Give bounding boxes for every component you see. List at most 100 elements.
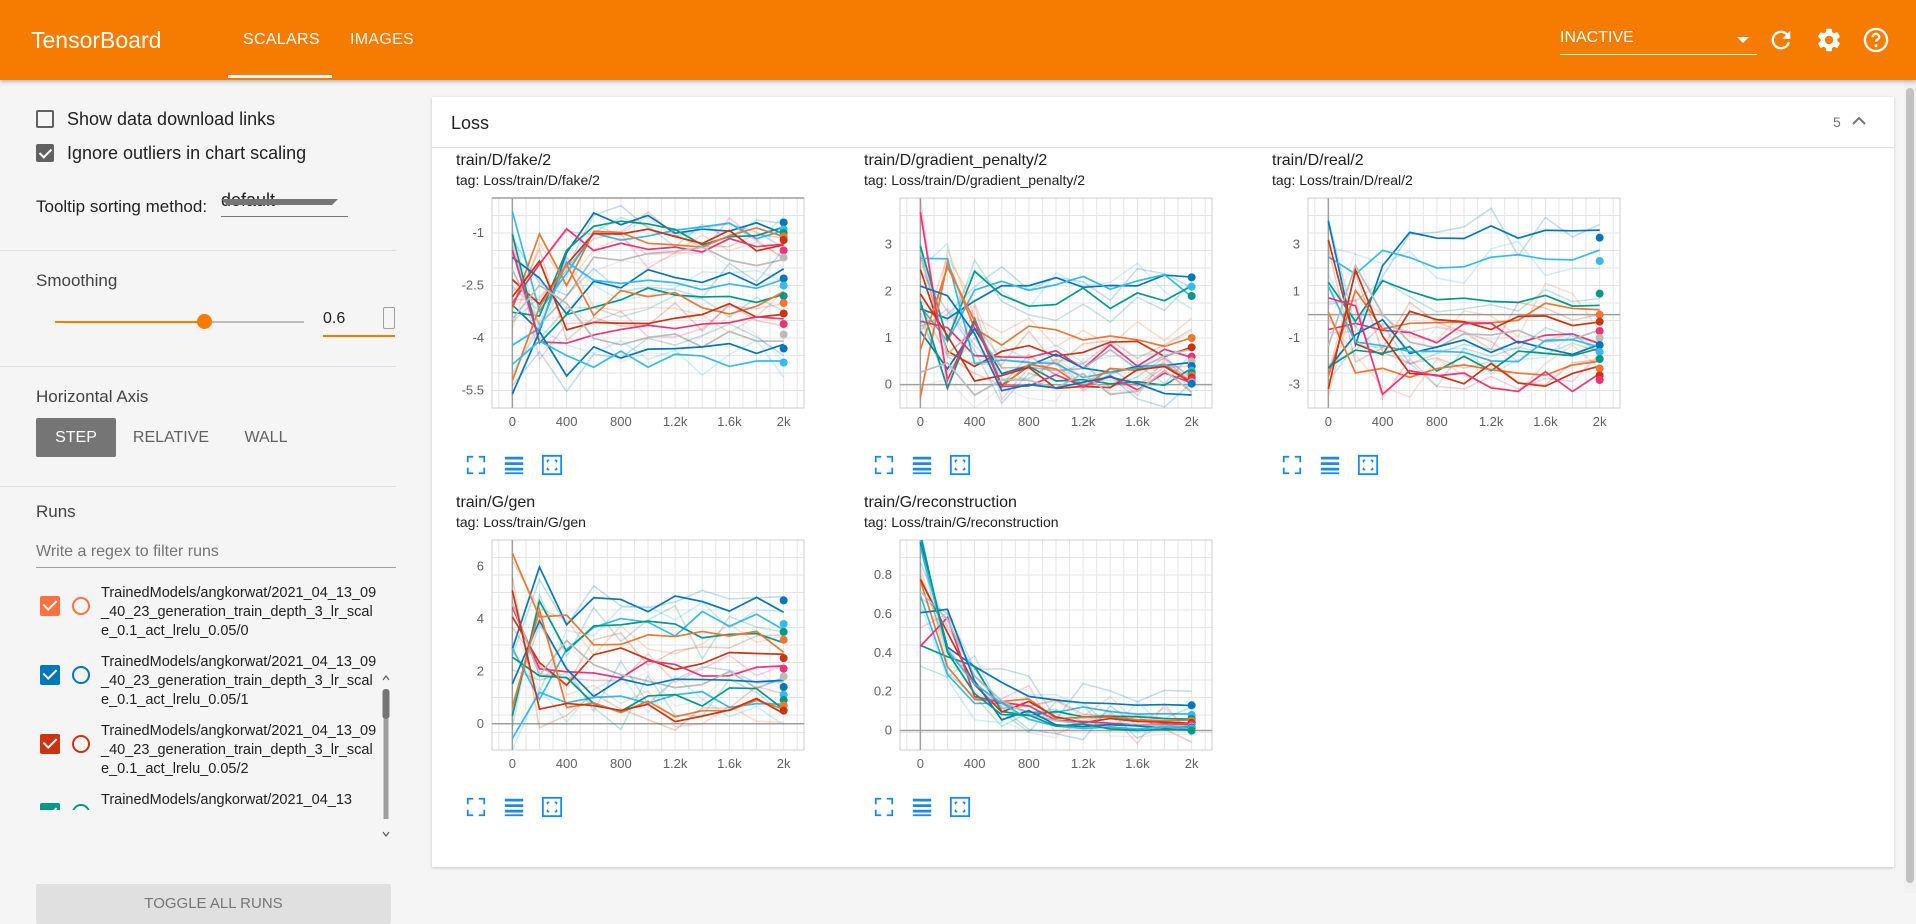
chart-tag: tag: Loss/train/D/gradient_penalty/2 [864, 172, 1086, 188]
series-end-point [779, 672, 788, 681]
x-tick-label: 400 [556, 414, 578, 429]
run-item[interactable]: TrainedModels/angkorwat/2021_04_13_09_40… [0, 578, 380, 646]
smoothed-series-line [1327, 279, 1600, 323]
smoothed-series-line [511, 553, 785, 654]
run-checkbox[interactable] [40, 734, 60, 754]
chevron-up-icon[interactable] [1851, 113, 1867, 129]
x-tick-label: 400 [556, 756, 578, 771]
x-tick-label: 2k [1185, 756, 1199, 771]
runs-filter-input[interactable]: Write a regex to filter runs [36, 539, 396, 568]
y-tick-label: 3 [1293, 237, 1300, 252]
raw-series-line [511, 613, 784, 728]
smoothing-input[interactable]: 0.6 [323, 305, 395, 337]
fullscreen-icon[interactable] [872, 454, 896, 476]
runs-scrollbar[interactable] [382, 674, 390, 839]
run-status-select[interactable]: INACTIVE [1560, 26, 1757, 55]
tab-images[interactable]: IMAGES [350, 31, 415, 48]
divider [0, 366, 396, 367]
top-bar: TensorBoard SCALARS IMAGES INACTIVE [0, 0, 1916, 80]
run-checkbox[interactable] [40, 803, 60, 810]
run-checkbox[interactable] [40, 596, 60, 616]
run-color-radio[interactable] [72, 597, 90, 615]
list-icon[interactable] [502, 796, 526, 818]
run-item[interactable]: TrainedModels/angkorwat/2021_04_13 [0, 785, 380, 810]
series-end-point [779, 320, 788, 328]
chart-plot: 0 400 800 1.2k 1.6k 2k 3 1 -1 -3 [1288, 197, 1621, 429]
divider [0, 250, 396, 251]
smoothed-series-line [511, 234, 784, 345]
x-tick-label: 800 [1018, 414, 1040, 429]
card-header[interactable]: Loss 5 [432, 97, 1894, 148]
fit-domain-icon[interactable] [1356, 454, 1380, 476]
smoothed-series-line [1327, 221, 1600, 348]
x-tick-label: 1.6k [717, 756, 742, 771]
raw-series-line [1327, 282, 1601, 397]
series-end-point [779, 309, 788, 318]
series-end-point [779, 330, 788, 339]
x-tick-label: 400 [964, 414, 986, 429]
y-tick-label: -5.5 [462, 383, 484, 398]
y-tick-label: 3 [885, 237, 892, 252]
toggle-all-runs-button[interactable]: TOGGLE ALL RUNS [36, 884, 391, 924]
list-icon[interactable] [910, 796, 934, 818]
fit-domain-icon[interactable] [948, 454, 972, 476]
help-icon[interactable] [1862, 26, 1890, 54]
tooltip-sorting-select[interactable]: default [221, 188, 348, 217]
raw-series-line [1327, 342, 1600, 388]
axis-step-button[interactable]: STEP [36, 418, 116, 457]
raw-series-line [919, 246, 1193, 401]
scalar-chart: train/D/gradient_penalty/2 tag: Loss/trai… [840, 152, 1240, 482]
main-scrollbar-thumb[interactable] [1906, 88, 1914, 883]
raw-series-line [511, 327, 785, 378]
smoothed-series-line [511, 284, 784, 348]
raw-series-line [1327, 274, 1601, 375]
chart-plot: 0 400 800 1.2k 1.6k 2k 0 2 4 6 [477, 539, 805, 771]
series-end-point [1595, 317, 1604, 326]
stepper-icon[interactable] [383, 307, 395, 329]
list-icon[interactable] [1318, 454, 1342, 476]
settings-icon[interactable] [1815, 26, 1843, 54]
x-tick-label: 400 [1372, 414, 1394, 429]
x-tick-label: 1.2k [1071, 414, 1096, 429]
fullscreen-icon[interactable] [464, 454, 488, 476]
smoothing-slider-thumb[interactable] [197, 314, 213, 329]
y-tick-label: 0.8 [874, 567, 892, 582]
series-end-point [779, 635, 788, 644]
main-scrollbar[interactable] [1904, 80, 1916, 893]
raw-series-line [511, 238, 784, 362]
axis-wall-button[interactable]: WALL [244, 429, 288, 446]
series-lines [919, 199, 1193, 408]
fullscreen-icon[interactable] [872, 796, 896, 818]
fit-domain-icon[interactable] [948, 796, 972, 818]
list-icon[interactable] [910, 454, 934, 476]
tab-scalars[interactable]: SCALARS [243, 31, 320, 48]
smoothed-series-line [919, 259, 1192, 398]
list-icon[interactable] [502, 454, 526, 476]
smoothed-series-line [511, 260, 784, 347]
chart-tag: tag: Loss/train/G/gen [456, 514, 586, 530]
refresh-icon[interactable] [1767, 26, 1795, 54]
show-download-links-checkbox[interactable] [36, 110, 54, 128]
smoothed-series-line [1327, 249, 1600, 276]
smoothed-series-line [511, 340, 784, 369]
run-name: TrainedModels/angkorwat/2021_04_13_09_40… [101, 654, 377, 708]
smoothing-slider[interactable] [55, 314, 304, 329]
fit-domain-icon[interactable] [540, 796, 564, 818]
x-tick-label: 1.6k [1125, 414, 1150, 429]
run-item[interactable]: TrainedModels/angkorwat/2021_04_13_09_40… [0, 647, 380, 715]
raw-series-line [919, 269, 1193, 408]
run-item[interactable]: TrainedModels/angkorwat/2021_04_13_09_40… [0, 716, 380, 784]
x-tick-label: 0 [509, 414, 516, 429]
run-color-radio[interactable] [72, 804, 90, 810]
fullscreen-icon[interactable] [1280, 454, 1304, 476]
axis-relative-button[interactable]: RELATIVE [132, 429, 210, 446]
run-color-radio[interactable] [72, 666, 90, 684]
run-checkbox[interactable] [40, 665, 60, 685]
fullscreen-icon[interactable] [464, 796, 488, 818]
series-end-point [779, 358, 788, 367]
fit-domain-icon[interactable] [540, 454, 564, 476]
x-tick-label: 2k [777, 756, 791, 771]
ignore-outliers-checkbox[interactable] [36, 144, 54, 162]
smoothed-series-line [919, 595, 1192, 715]
run-color-radio[interactable] [72, 735, 90, 753]
